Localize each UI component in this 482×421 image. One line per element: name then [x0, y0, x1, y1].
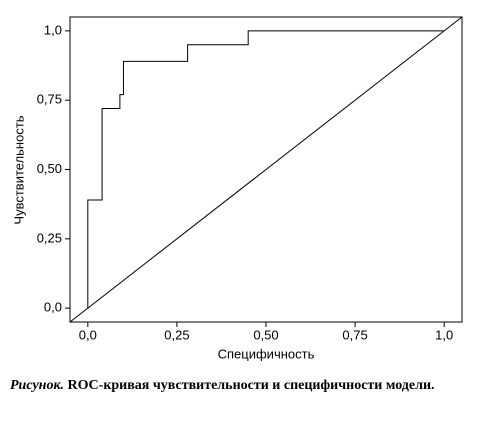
caption-label: Рисунок.: [10, 378, 65, 393]
chart: Специфичность Чувствительность 0,0 0,25 0,…: [11, 16, 463, 361]
roc-line: [87, 30, 445, 309]
caption-text: ROC-кривая чувствительности и специфично…: [67, 378, 435, 393]
y-tick-label: 0,75: [37, 92, 62, 107]
y-tick-label: 0,25: [37, 230, 62, 245]
y-tick-label: 0,0: [44, 300, 62, 315]
x-tick-label: 0,75: [342, 327, 367, 342]
x-tick-label: 1,0: [435, 327, 453, 342]
x-axis-label: Специфичность: [218, 346, 315, 361]
caption: Рисунок. ROC-кривая чувствительности и с…: [10, 376, 450, 395]
y-tick-label: 0,50: [37, 161, 62, 176]
y-tick-label: 1,0: [44, 22, 62, 37]
y-axis-label: Чувствительность: [11, 115, 26, 224]
x-tick-label: 0,50: [253, 327, 278, 342]
x-tick-label: 0,25: [164, 327, 189, 342]
roc-line: [69, 16, 463, 323]
x-tick-label: 0,0: [79, 327, 97, 342]
